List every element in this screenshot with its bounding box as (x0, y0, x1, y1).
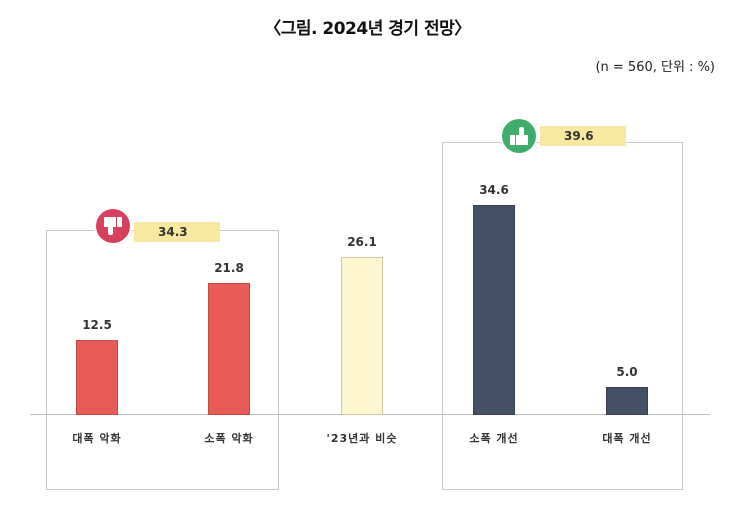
value-label: 12.5 (82, 318, 112, 332)
bar-minor-better (473, 205, 515, 415)
category-label: 소폭 악화 (204, 432, 254, 445)
value-label: 34.6 (479, 183, 509, 197)
bar-major-worse (76, 340, 118, 415)
category-label: 대폭 악화 (72, 432, 122, 445)
negative-badge (94, 207, 132, 245)
negative-total-box: 34.3 (134, 222, 220, 242)
positive-total-box: 39.6 (540, 126, 626, 146)
thumbs-down-icon (104, 217, 122, 235)
value-label: 21.8 (214, 261, 244, 275)
value-label: 5.0 (616, 365, 638, 379)
sample-note: (n = 560, 단위 : %) (595, 60, 715, 75)
category-label: 대폭 개선 (602, 432, 652, 445)
positive-badge (500, 117, 538, 155)
value-label: 26.1 (347, 235, 377, 249)
chart-title: 〈그림. 2024년 경기 전망〉 (264, 19, 471, 39)
bar-similar (341, 257, 383, 415)
bar-major-better (606, 387, 648, 415)
category-label: '23년과 비슷 (326, 432, 398, 445)
bar-minor-worse (208, 283, 250, 415)
thumbs-up-icon (510, 127, 528, 145)
category-label: 소폭 개선 (469, 432, 519, 445)
